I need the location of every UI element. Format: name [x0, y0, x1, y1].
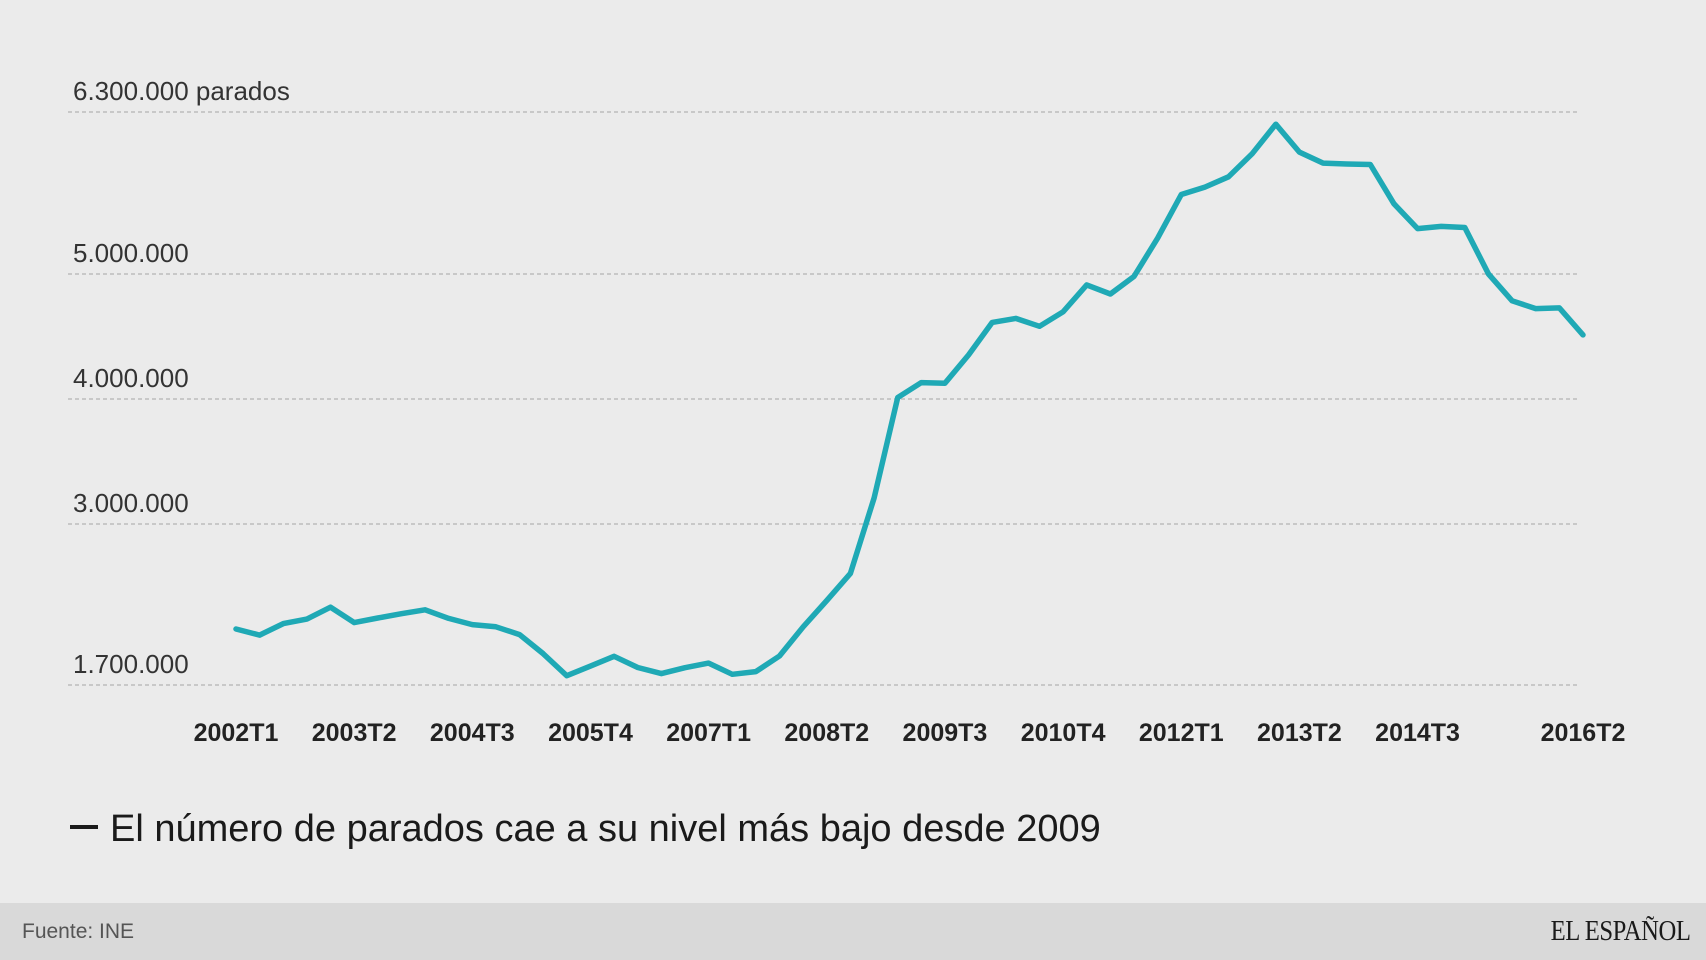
x-tick-label: 2012T1 [1139, 719, 1224, 747]
y-tick-label: 6.300.000 parados [73, 76, 290, 106]
x-tick-label: 2008T2 [784, 719, 869, 747]
legend-item: El número de parados cae a su nivel más … [70, 808, 1101, 851]
y-tick-label: 5.000.000 [73, 238, 189, 268]
brand-logo: EL ESPAÑOL [1550, 915, 1690, 947]
series-layer [233, 121, 1586, 679]
y-axis-labels: 1.700.000 3.000.000 4.000.000 5.000.000 6.30… [73, 76, 290, 679]
x-axis-labels: 2002T1 2003T2 2004T3 2005T4 2007T1 2008T2 2009… [194, 719, 1626, 747]
source-label: Fuente: INE [22, 920, 135, 943]
y-tick-label: 3.000.000 [73, 488, 189, 518]
series-line-parados [233, 121, 1586, 679]
x-tick-label: 2003T2 [312, 719, 397, 747]
x-tick-label: 2014T3 [1375, 719, 1460, 747]
x-tick-label: 2009T3 [903, 719, 988, 747]
x-tick-label: 2013T2 [1257, 719, 1342, 747]
line-chart: 1.700.000 3.000.000 4.000.000 5.000.000 6.30… [68, 76, 1626, 747]
x-tick-label: 2004T3 [430, 719, 515, 747]
x-tick-label: 2016T2 [1541, 719, 1626, 747]
x-tick-label: 2005T4 [548, 719, 633, 747]
legend-label: El número de parados cae a su nivel más … [110, 808, 1101, 850]
y-tick-label: 4.000.000 [73, 363, 189, 393]
footer-bar: Fuente: INE EL ESPAÑOL [0, 903, 1706, 960]
x-tick-label: 2007T1 [666, 719, 751, 747]
x-tick-label: 2002T1 [194, 719, 279, 747]
gridlines [68, 111, 1580, 686]
y-tick-label: 1.700.000 [73, 649, 189, 679]
x-tick-label: 2010T4 [1021, 719, 1106, 747]
legend-swatch [70, 824, 98, 829]
